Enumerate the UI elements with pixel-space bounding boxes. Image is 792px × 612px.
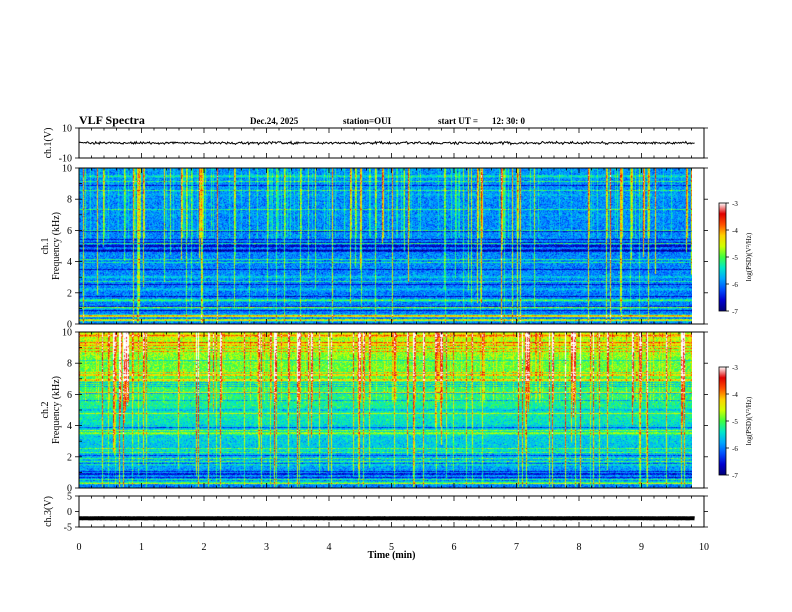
y-tick-label: 0 xyxy=(67,484,72,495)
channel-voltage-label: ch.3(V) xyxy=(43,496,54,527)
y-tick-label: 0 xyxy=(67,320,72,331)
x-tick-label: 8 xyxy=(577,542,582,553)
ch1-spectrogram-image xyxy=(79,168,692,324)
colorbar-tick-label: -3 xyxy=(732,200,738,208)
start-time-value: 12: 30: 0 xyxy=(492,116,525,126)
y-tick-label: 6 xyxy=(67,390,72,401)
colorbar-tick-label: -5 xyxy=(732,254,738,262)
y-tick-label: -5 xyxy=(64,523,72,534)
y-tick-label: 4 xyxy=(67,421,72,432)
y-tick-label: 8 xyxy=(67,195,72,206)
y-tick-label: 10 xyxy=(62,164,72,175)
x-tick-label: 3 xyxy=(264,542,269,553)
start-ut-label: start UT = xyxy=(438,116,478,126)
y-tick-label: 6 xyxy=(67,226,72,237)
colorbar-tick-label: -6 xyxy=(732,445,738,453)
ch1-channel-label: ch.1 xyxy=(40,238,51,255)
x-tick-label: 2 xyxy=(202,542,207,553)
station-label: station=OUI xyxy=(343,116,392,126)
colorbar-label: log(PSD)(V²/Hz) xyxy=(745,232,753,281)
y-tick-label: 2 xyxy=(67,288,72,299)
channel-voltage-label: ch.1(V) xyxy=(43,128,54,159)
y-tick-label: 10 xyxy=(62,124,72,135)
colorbar-tick-label: -6 xyxy=(732,281,738,289)
y-tick-label: 0 xyxy=(67,507,72,518)
x-tick-label: 9 xyxy=(639,542,644,553)
y-tick-label: 4 xyxy=(67,257,72,268)
y-tick-label: 8 xyxy=(67,359,72,370)
y-tick-label: -10 xyxy=(59,154,72,165)
x-axis-title: Time (min) xyxy=(368,550,416,561)
colorbar-tick-label: -4 xyxy=(732,391,738,399)
colorbar-1 xyxy=(718,202,727,312)
y-tick-label: 5 xyxy=(67,492,72,503)
colorbar-tick-label: -7 xyxy=(732,472,738,480)
ch2-channel-label: ch.2 xyxy=(40,402,51,419)
colorbar-2 xyxy=(718,366,727,476)
colorbar-label: log(PSD)(V²/Hz) xyxy=(745,396,753,445)
colorbar-tick-label: -3 xyxy=(732,364,738,372)
colorbar-tick-label: -4 xyxy=(732,227,738,235)
x-tick-label: 7 xyxy=(514,542,519,553)
frequency-axis-label: Frequency (kHz) xyxy=(51,212,62,280)
plot-title: VLF Spectra xyxy=(79,113,145,127)
frequency-axis-label: Frequency (kHz) xyxy=(51,376,62,444)
x-tick-label: 6 xyxy=(452,542,457,553)
x-tick-label: 0 xyxy=(77,542,82,553)
date-label: Dec.24, 2025 xyxy=(250,116,299,126)
ch2-spectrogram-image xyxy=(79,332,692,488)
x-tick-label: 4 xyxy=(327,542,332,553)
x-tick-label: 10 xyxy=(699,542,709,553)
x-tick-label: 1 xyxy=(139,542,144,553)
y-tick-label: 2 xyxy=(67,452,72,463)
y-tick-label: 10 xyxy=(62,328,72,339)
colorbar-tick-label: -5 xyxy=(732,418,738,426)
colorbar-tick-label: -7 xyxy=(732,308,738,316)
ch1-waveform-line xyxy=(78,140,695,146)
x-tick-label: 5 xyxy=(389,542,394,553)
